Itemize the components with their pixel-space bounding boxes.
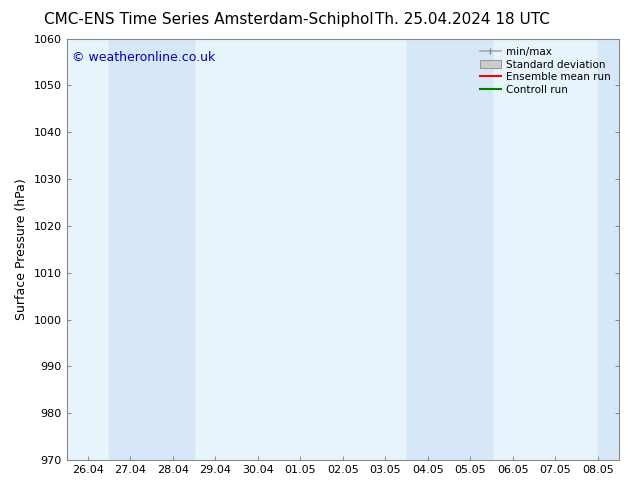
Bar: [152, 39, 194, 460]
Text: Th. 25.04.2024 18 UTC: Th. 25.04.2024 18 UTC: [375, 12, 550, 27]
Y-axis label: Surface Pressure (hPa): Surface Pressure (hPa): [15, 178, 28, 320]
Legend: min/max, Standard deviation, Ensemble mean run, Controll run: min/max, Standard deviation, Ensemble me…: [477, 44, 614, 98]
Text: © weatheronline.co.uk: © weatheronline.co.uk: [72, 51, 216, 64]
Bar: [406, 39, 449, 460]
Bar: [598, 39, 619, 460]
Bar: [449, 39, 491, 460]
Text: CMC-ENS Time Series Amsterdam-Schiphol: CMC-ENS Time Series Amsterdam-Schiphol: [44, 12, 374, 27]
Bar: [109, 39, 152, 460]
